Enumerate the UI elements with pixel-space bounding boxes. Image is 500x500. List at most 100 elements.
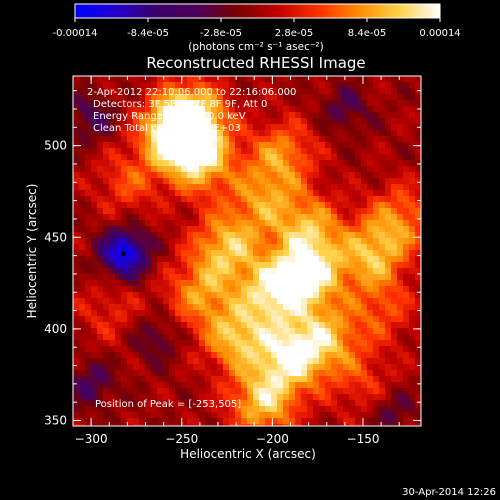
heatmap-cell (391, 328, 397, 334)
heatmap-cell (205, 112, 211, 118)
heatmap-cell (247, 268, 253, 274)
heatmap-cell (247, 262, 253, 268)
heatmap-cell (241, 262, 247, 268)
heatmap-cell (319, 160, 325, 166)
heatmap-cell (103, 322, 109, 328)
heatmap-cell (325, 334, 331, 340)
heatmap-cell (301, 364, 307, 370)
heatmap-cell (229, 370, 235, 376)
heatmap-cell (283, 292, 289, 298)
heatmap-cell (103, 172, 109, 178)
heatmap-cell (313, 154, 319, 160)
heatmap-cell (229, 328, 235, 334)
heatmap-cell (151, 82, 157, 88)
heatmap-cell (169, 82, 175, 88)
heatmap-cell (73, 304, 79, 310)
heatmap-cell (235, 376, 241, 382)
heatmap-cell (313, 208, 319, 214)
heatmap-cell (277, 130, 283, 136)
heatmap-cell (163, 202, 169, 208)
heatmap-cell (127, 142, 133, 148)
heatmap-cell (307, 82, 313, 88)
heatmap-cell (247, 334, 253, 340)
heatmap-cell (349, 316, 355, 322)
heatmap-cell (163, 76, 169, 82)
heatmap-cell (175, 334, 181, 340)
heatmap-cell (277, 232, 283, 238)
heatmap-cell (313, 166, 319, 172)
heatmap-cell (403, 280, 409, 286)
heatmap-cell (109, 262, 115, 268)
heatmap-cell (301, 304, 307, 310)
heatmap-cell (295, 148, 301, 154)
heatmap-cell (289, 364, 295, 370)
heatmap-cell (271, 100, 277, 106)
heatmap-cell (121, 268, 127, 274)
heatmap-cell (229, 418, 235, 424)
heatmap-cell (127, 238, 133, 244)
heatmap-cell (187, 418, 193, 424)
heatmap-cell (253, 310, 259, 316)
heatmap-cell (79, 232, 85, 238)
heatmap-cell (157, 118, 163, 124)
heatmap-cell (367, 340, 373, 346)
heatmap-cell (145, 346, 151, 352)
heatmap-cell (403, 208, 409, 214)
heatmap-cell (349, 82, 355, 88)
heatmap-cell (217, 340, 223, 346)
heatmap-cell (163, 172, 169, 178)
heatmap-cell (415, 340, 421, 346)
heatmap-cell (295, 358, 301, 364)
heatmap-cell (301, 274, 307, 280)
heatmap-cell (115, 106, 121, 112)
heatmap-cell (343, 208, 349, 214)
heatmap-cell (265, 244, 271, 250)
heatmap-cell (259, 400, 265, 406)
heatmap-cell (109, 346, 115, 352)
heatmap-cell (403, 190, 409, 196)
heatmap-cell (325, 250, 331, 256)
heatmap-cell (229, 298, 235, 304)
heatmap-cell (79, 118, 85, 124)
heatmap-cell (319, 298, 325, 304)
heatmap-cell (385, 280, 391, 286)
heatmap-cell (319, 340, 325, 346)
heatmap-cell (415, 274, 421, 280)
heatmap-cell (253, 280, 259, 286)
heatmap-cell (361, 154, 367, 160)
heatmap-cell (355, 292, 361, 298)
heatmap-cell (349, 250, 355, 256)
heatmap-cell (355, 376, 361, 382)
heatmap-cell (241, 100, 247, 106)
heatmap-cell (397, 106, 403, 112)
heatmap-cell (391, 286, 397, 292)
heatmap-cell (271, 82, 277, 88)
heatmap-cell (115, 130, 121, 136)
heatmap-cell (211, 292, 217, 298)
heatmap-cell (133, 268, 139, 274)
heatmap-cell (277, 316, 283, 322)
heatmap-cell (349, 304, 355, 310)
heatmap-cell (169, 406, 175, 412)
heatmap-cell (373, 76, 379, 82)
heatmap-cell (271, 376, 277, 382)
heatmap-cell (79, 106, 85, 112)
heatmap-cell (127, 100, 133, 106)
heatmap-cell (169, 394, 175, 400)
heatmap-cell (319, 346, 325, 352)
heatmap-cell (79, 250, 85, 256)
heatmap-cell (187, 322, 193, 328)
heatmap-cell (241, 130, 247, 136)
heatmap-cell (313, 286, 319, 292)
heatmap-cell (115, 178, 121, 184)
heatmap-cell (403, 160, 409, 166)
heatmap-cell (199, 376, 205, 382)
heatmap-cell (331, 208, 337, 214)
heatmap-cell (259, 208, 265, 214)
heatmap-cell (241, 160, 247, 166)
heatmap-cell (301, 334, 307, 340)
heatmap-cell (187, 202, 193, 208)
heatmap-cell (403, 94, 409, 100)
heatmap-cell (277, 340, 283, 346)
heatmap-cell (163, 154, 169, 160)
